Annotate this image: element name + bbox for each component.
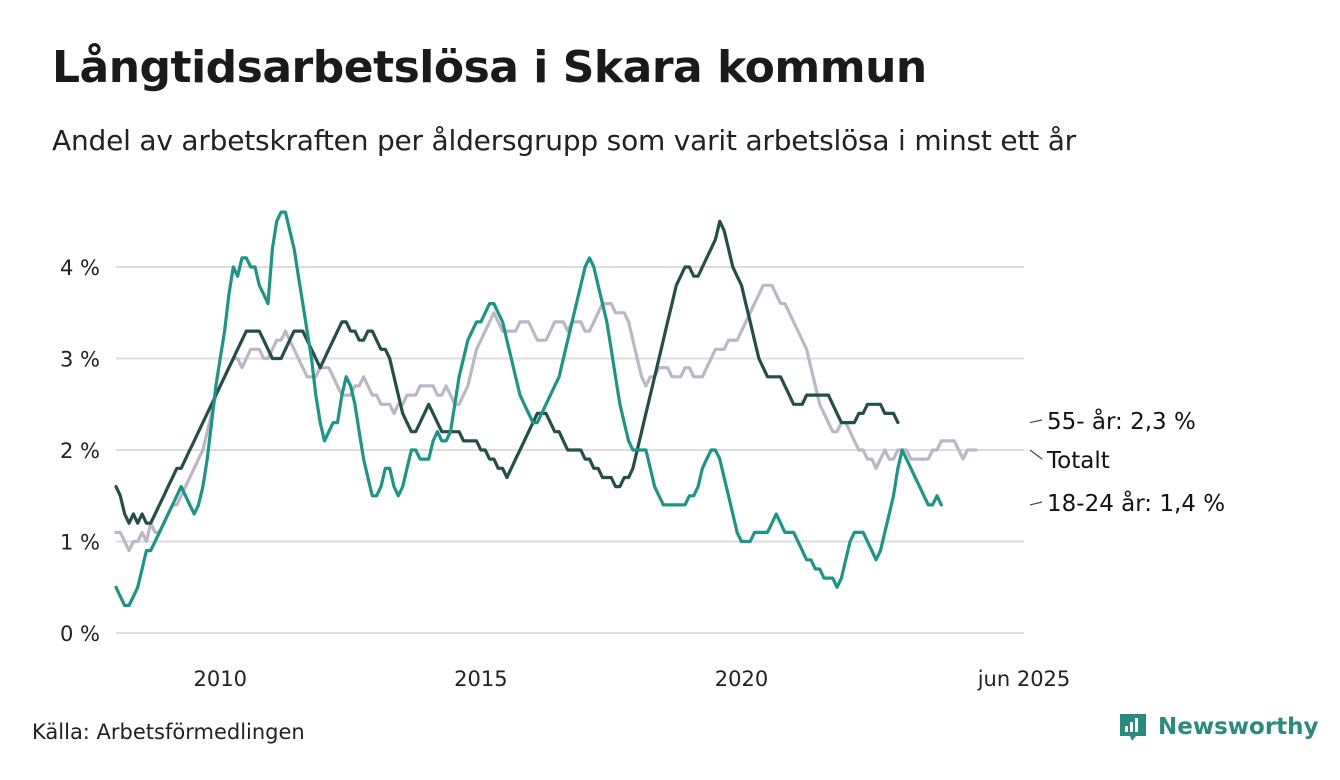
end-label-connector-total — [1029, 449, 1043, 460]
series-line-age55 — [114, 219, 900, 525]
end-label-total: Totalt — [1046, 448, 1110, 474]
chart-title: Långtidsarbetslösa i Skara kommun — [52, 42, 927, 93]
end-label-connector-age18 — [1029, 501, 1043, 506]
end-label-age18: 18-24 år: 1,4 % — [1047, 489, 1225, 517]
x-tick-label: 2020 — [715, 667, 768, 691]
end-label-age55: 55- år: 2,3 % — [1047, 407, 1196, 435]
y-tick-label: 4 % — [60, 256, 100, 280]
series-lines — [114, 210, 978, 608]
x-tick-label: 2010 — [194, 667, 247, 691]
x-tick-label: 2015 — [454, 667, 507, 691]
x-axis-ticks: 2010 2015 2020 jun 2025 — [194, 667, 1071, 691]
x-tick-label: jun 2025 — [977, 667, 1071, 691]
y-tick-label: 3 % — [60, 348, 100, 372]
y-tick-label: 0 % — [60, 622, 100, 646]
brand-logo[interactable]: Newsworthy — [1118, 712, 1319, 742]
end-label-connector-age55 — [1029, 419, 1043, 424]
brand-name: Newsworthy — [1158, 714, 1319, 740]
source-note: Källa: Arbetsförmedlingen — [32, 720, 305, 744]
y-axis-ticks: 0 % 1 % 2 % 3 % 4 % — [60, 256, 100, 646]
series-end-labels: Totalt 55- år: 2,3 % 18-24 år: 1,4 % — [1029, 407, 1225, 517]
newsworthy-logo-icon — [1120, 714, 1146, 741]
y-tick-label: 1 % — [60, 531, 100, 555]
line-chart: 0 % 1 % 2 % 3 % 4 % 2010 2015 2020 jun 2025 Tot… — [60, 210, 1225, 691]
series-line-total — [114, 283, 978, 553]
y-tick-label: 2 % — [60, 439, 100, 463]
series-line-age18 — [114, 210, 943, 608]
chart-subtitle: Andel av arbetskraften per åldersgrupp s… — [52, 124, 1076, 157]
